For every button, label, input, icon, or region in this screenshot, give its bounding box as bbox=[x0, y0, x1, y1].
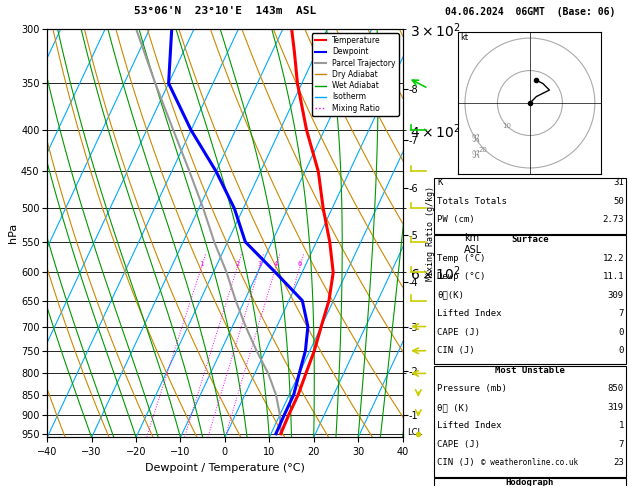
Text: 4: 4 bbox=[274, 260, 278, 266]
Text: ℜ: ℜ bbox=[472, 150, 479, 160]
Text: 11.1: 11.1 bbox=[603, 272, 624, 281]
Text: 20: 20 bbox=[479, 147, 487, 153]
Text: Pressure (mb): Pressure (mb) bbox=[437, 384, 507, 394]
X-axis label: Dewpoint / Temperature (°C): Dewpoint / Temperature (°C) bbox=[145, 463, 305, 473]
Text: 1: 1 bbox=[199, 260, 204, 266]
Text: 10: 10 bbox=[502, 123, 511, 129]
Text: 319: 319 bbox=[608, 403, 624, 412]
Text: 7: 7 bbox=[618, 440, 624, 449]
Legend: Temperature, Dewpoint, Parcel Trajectory, Dry Adiabat, Wet Adiabat, Isotherm, Mi: Temperature, Dewpoint, Parcel Trajectory… bbox=[311, 33, 399, 116]
Text: ℜ: ℜ bbox=[472, 134, 479, 144]
Text: 309: 309 bbox=[608, 291, 624, 300]
Text: PW (cm): PW (cm) bbox=[437, 215, 475, 225]
Text: Most Unstable: Most Unstable bbox=[495, 366, 565, 375]
Text: 7: 7 bbox=[618, 309, 624, 318]
Text: θᴇ(K): θᴇ(K) bbox=[437, 291, 464, 300]
Text: K: K bbox=[437, 178, 443, 188]
Text: 53°06'N  23°10'E  143m  ASL: 53°06'N 23°10'E 143m ASL bbox=[134, 6, 316, 16]
Text: © weatheronline.co.uk: © weatheronline.co.uk bbox=[481, 457, 579, 467]
Text: kt: kt bbox=[460, 33, 468, 42]
Text: CAPE (J): CAPE (J) bbox=[437, 440, 480, 449]
Text: CIN (J): CIN (J) bbox=[437, 458, 475, 468]
Text: Temp (°C): Temp (°C) bbox=[437, 254, 486, 263]
Text: 23: 23 bbox=[613, 458, 624, 468]
Text: θᴇ (K): θᴇ (K) bbox=[437, 403, 469, 412]
Text: 3: 3 bbox=[258, 260, 262, 266]
Text: 04.06.2024  06GMT  (Base: 06): 04.06.2024 06GMT (Base: 06) bbox=[445, 7, 615, 17]
Text: 2: 2 bbox=[235, 260, 240, 266]
Text: 12.2: 12.2 bbox=[603, 254, 624, 263]
Text: Dewp (°C): Dewp (°C) bbox=[437, 272, 486, 281]
Text: 0: 0 bbox=[618, 328, 624, 337]
Text: 0: 0 bbox=[618, 346, 624, 355]
Text: LCL: LCL bbox=[407, 429, 422, 437]
Y-axis label: km
ASL: km ASL bbox=[464, 233, 482, 255]
Text: Mixing Ratio (g/kg): Mixing Ratio (g/kg) bbox=[426, 186, 435, 281]
Text: 31: 31 bbox=[613, 178, 624, 188]
Text: Totals Totals: Totals Totals bbox=[437, 197, 507, 206]
Text: Hodograph: Hodograph bbox=[506, 478, 554, 486]
Text: 2.73: 2.73 bbox=[603, 215, 624, 225]
Text: 50: 50 bbox=[613, 197, 624, 206]
Text: Lifted Index: Lifted Index bbox=[437, 309, 502, 318]
Text: CIN (J): CIN (J) bbox=[437, 346, 475, 355]
Text: Surface: Surface bbox=[511, 235, 548, 244]
Text: 850: 850 bbox=[608, 384, 624, 394]
Text: CAPE (J): CAPE (J) bbox=[437, 328, 480, 337]
Text: 1: 1 bbox=[618, 421, 624, 431]
Text: 6: 6 bbox=[298, 260, 302, 266]
Y-axis label: hPa: hPa bbox=[8, 223, 18, 243]
Text: Lifted Index: Lifted Index bbox=[437, 421, 502, 431]
